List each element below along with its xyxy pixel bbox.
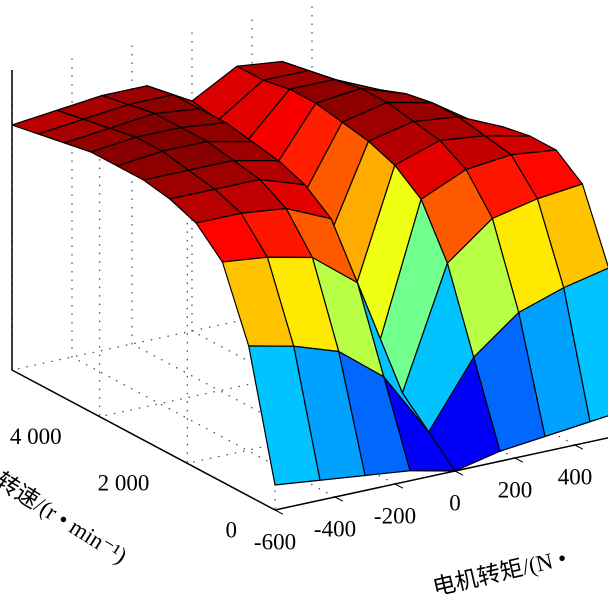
y-tick-label: 4 000 [10, 424, 62, 449]
x-tick-label: -200 [374, 503, 416, 528]
grid-line [131, 44, 396, 485]
grid-line [191, 31, 456, 472]
x-tick [514, 457, 524, 463]
x-tick-label: 400 [558, 464, 593, 489]
x-tick-label: -400 [314, 516, 356, 541]
x-tick [574, 444, 584, 450]
x-axis-line [274, 437, 608, 511]
surface [11, 60, 608, 486]
x-tick-label: 200 [498, 477, 533, 502]
x-tick-label: -600 [254, 529, 296, 554]
x-tick [334, 496, 344, 502]
x-tick-label: 0 [449, 490, 461, 515]
y-tick-label: 2 000 [98, 471, 150, 496]
x-tick [454, 470, 464, 476]
surface-patch [248, 345, 321, 486]
x-tick [394, 483, 404, 489]
y-axis-line [11, 369, 276, 511]
grid-line [71, 57, 336, 498]
x-tick [274, 509, 284, 515]
x-axis-label: 电机转矩/(N • [430, 545, 569, 600]
y-tick-label: 0 [226, 517, 238, 542]
